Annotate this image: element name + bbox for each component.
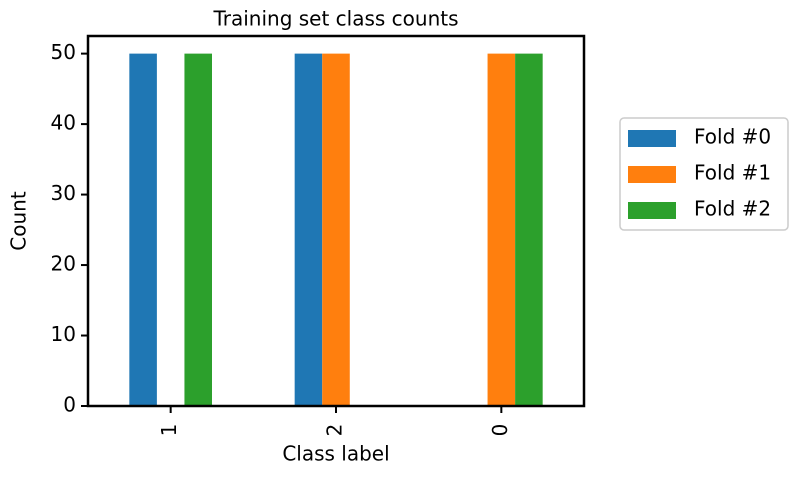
y-tick-label: 0 (63, 393, 76, 417)
bar (322, 53, 350, 406)
bar (184, 53, 212, 406)
bar (515, 53, 543, 406)
bar (294, 53, 323, 406)
chart-title: Training set class counts (212, 7, 458, 31)
bar (487, 53, 516, 406)
y-tick-label: 10 (51, 322, 76, 346)
x-tick-label: 1 (157, 424, 181, 437)
y-tick-label: 50 (51, 40, 76, 64)
y-tick-label: 30 (51, 181, 76, 205)
y-axis-label: Count (7, 191, 31, 251)
x-tick-label: 2 (323, 424, 347, 437)
legend-label: Fold #2 (694, 197, 771, 221)
bar (129, 53, 157, 406)
y-tick-label: 20 (51, 252, 76, 276)
legend-swatch (628, 166, 676, 183)
legend-label: Fold #1 (694, 161, 771, 185)
legend-swatch (628, 202, 676, 219)
x-tick-label: 0 (488, 424, 512, 437)
legend-label: Fold #0 (694, 125, 771, 149)
y-tick-label: 40 (51, 111, 76, 135)
x-axis-label: Class label (282, 442, 389, 466)
legend-swatch (628, 130, 676, 147)
plot-frame (86, 34, 586, 408)
